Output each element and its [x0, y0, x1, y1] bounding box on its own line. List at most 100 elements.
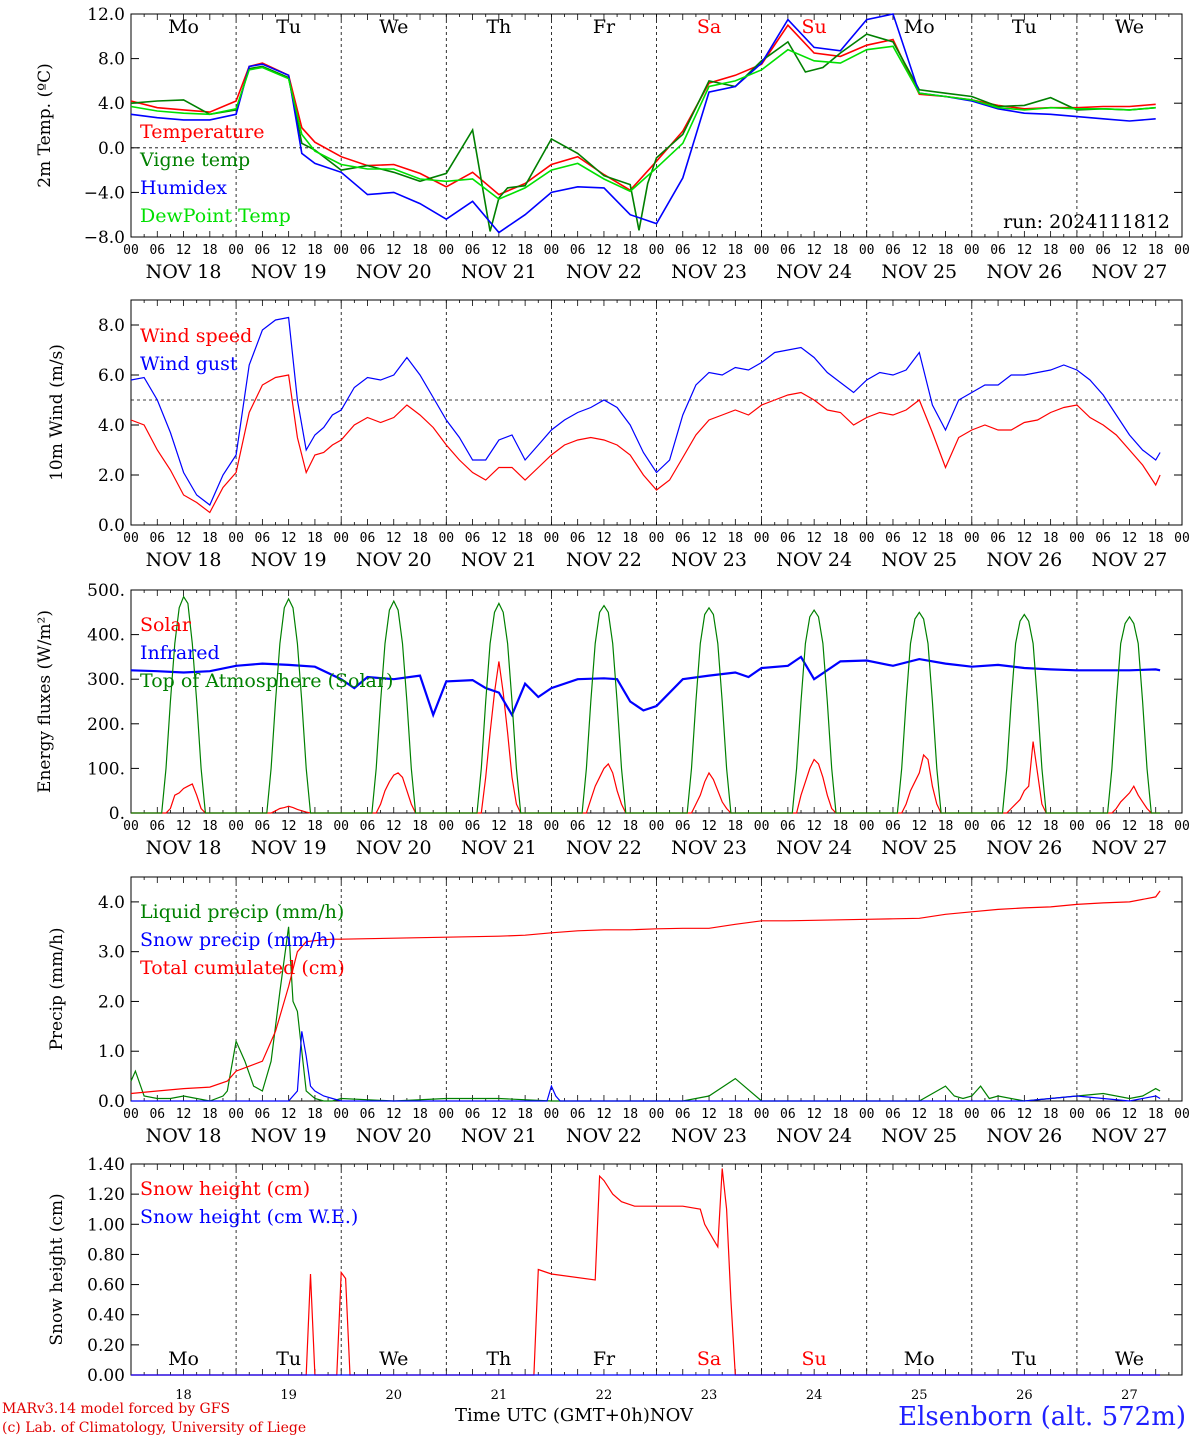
hour-tick-label: 18	[1148, 819, 1164, 834]
hour-tick-label: 18	[1043, 243, 1059, 258]
hour-tick-label: 00	[859, 243, 875, 258]
hour-tick-label: 06	[465, 819, 481, 834]
hour-tick-label: 00	[544, 819, 560, 834]
day-number-label: 27	[1121, 1388, 1138, 1403]
hour-tick-label: 06	[255, 531, 271, 546]
hour-tick-label: 18	[202, 243, 218, 258]
date-label: NOV 21	[461, 261, 537, 283]
panel-frame-2	[130, 589, 1183, 814]
legend-entry: DewPoint Temp	[140, 205, 291, 227]
hour-tick-label: 12	[911, 531, 927, 546]
hour-tick-label: 06	[465, 243, 481, 258]
weekday-label: Th	[486, 1348, 511, 1370]
y-tick-label: 8.0	[98, 50, 125, 70]
y-tick-label: 4.0	[98, 416, 125, 436]
series-line-humidex	[130, 13, 1156, 234]
hour-tick-label: 06	[990, 243, 1006, 258]
y-tick-label: 12.0	[87, 5, 125, 25]
hour-tick-label: 18	[412, 531, 428, 546]
day-number-label: 23	[701, 1388, 718, 1403]
date-label: NOV 21	[461, 549, 537, 571]
weekday-label: Tu	[1012, 1348, 1037, 1370]
date-label: NOV 19	[251, 261, 327, 283]
y-tick-label: 0.60	[87, 1276, 125, 1296]
legend-entry: Solar	[140, 614, 192, 636]
hour-tick-label: 12	[281, 531, 297, 546]
day-number-label: 20	[385, 1388, 402, 1403]
y-tick-label: 4.0	[98, 94, 125, 114]
hour-tick-label: 18	[727, 1107, 743, 1122]
date-label: NOV 24	[776, 1125, 852, 1147]
date-label: NOV 22	[566, 1125, 642, 1147]
y-axis-label: 2m Temp. (ºC)	[35, 63, 55, 188]
hour-tick-label: 06	[885, 1107, 901, 1122]
y-tick-label: 0.0	[98, 1092, 125, 1112]
hour-tick-label: 12	[806, 531, 822, 546]
hour-tick-label: 06	[780, 243, 796, 258]
x-axis-month: NOV	[649, 1405, 694, 1426]
y-tick-label: 1.20	[87, 1185, 125, 1205]
date-label: NOV 20	[356, 1125, 432, 1147]
date-label: NOV 22	[566, 549, 642, 571]
hour-tick-label: 18	[622, 819, 638, 834]
date-label: NOV 24	[776, 837, 852, 859]
legend-entry: Snow height (cm)	[140, 1178, 310, 1200]
legend-entry: Wind speed	[140, 325, 252, 347]
hour-tick-label: 00	[123, 819, 139, 834]
date-label: NOV 23	[671, 837, 747, 859]
hour-tick-label: 00	[1174, 1107, 1190, 1122]
hour-tick-label: 06	[675, 1107, 691, 1122]
hour-tick-label: 00	[964, 819, 980, 834]
hour-tick-label: 06	[675, 243, 691, 258]
hour-tick-label: 18	[1148, 243, 1164, 258]
series-line-dewpoint-temp	[130, 45, 1156, 201]
hour-tick-label: 00	[438, 1107, 454, 1122]
credit-line-2: (c) Lab. of Climatology, University of L…	[2, 1420, 307, 1436]
hour-tick-label: 18	[833, 1107, 849, 1122]
day-number-label: 21	[491, 1388, 508, 1403]
weekday-label: Mo	[904, 16, 935, 38]
hour-tick-label: 06	[1095, 531, 1111, 546]
hour-tick-label: 06	[1095, 1107, 1111, 1122]
legend-entry: Temperature	[140, 121, 264, 143]
hour-tick-label: 06	[1095, 243, 1111, 258]
date-label: NOV 27	[1092, 837, 1168, 859]
date-label: NOV 23	[671, 1125, 747, 1147]
hour-tick-label: 12	[596, 819, 612, 834]
hour-tick-label: 18	[202, 1107, 218, 1122]
y-tick-label: −8.0	[84, 228, 125, 248]
hour-tick-label: 12	[701, 1107, 717, 1122]
hour-tick-label: 12	[386, 243, 402, 258]
hour-tick-label: 18	[727, 531, 743, 546]
date-label: NOV 26	[986, 837, 1062, 859]
y-tick-label: 4.0	[98, 893, 125, 913]
hour-tick-label: 06	[990, 819, 1006, 834]
date-label: NOV 18	[146, 837, 222, 859]
date-label: NOV 18	[146, 261, 222, 283]
y-tick-label: 0.00	[87, 1366, 125, 1386]
hour-tick-label: 12	[911, 243, 927, 258]
y-tick-label: 1.40	[87, 1155, 125, 1175]
hour-tick-label: 00	[123, 1107, 139, 1122]
hour-tick-label: 00	[649, 243, 665, 258]
hour-tick-label: 12	[386, 1107, 402, 1122]
hour-tick-label: 12	[1017, 243, 1033, 258]
hour-tick-label: 06	[780, 531, 796, 546]
weekday-label: Sa	[697, 16, 721, 38]
hour-tick-label: 00	[123, 243, 139, 258]
hour-tick-label: 12	[1017, 531, 1033, 546]
hour-tick-label: 18	[622, 1107, 638, 1122]
legend-entry: Snow height (cm W.E.)	[140, 1206, 358, 1228]
hour-tick-label: 12	[176, 531, 192, 546]
hour-tick-label: 18	[727, 819, 743, 834]
date-label: NOV 22	[566, 261, 642, 283]
series-line-infrared	[130, 655, 1161, 719]
y-tick-label: 300.	[87, 670, 125, 690]
weekday-label: Mo	[168, 16, 199, 38]
y-tick-label: 0.0	[98, 516, 125, 536]
hour-tick-label: 18	[412, 1107, 428, 1122]
hour-tick-label: 00	[859, 1107, 875, 1122]
weekday-label: We	[379, 1348, 408, 1370]
hour-tick-label: 12	[386, 819, 402, 834]
